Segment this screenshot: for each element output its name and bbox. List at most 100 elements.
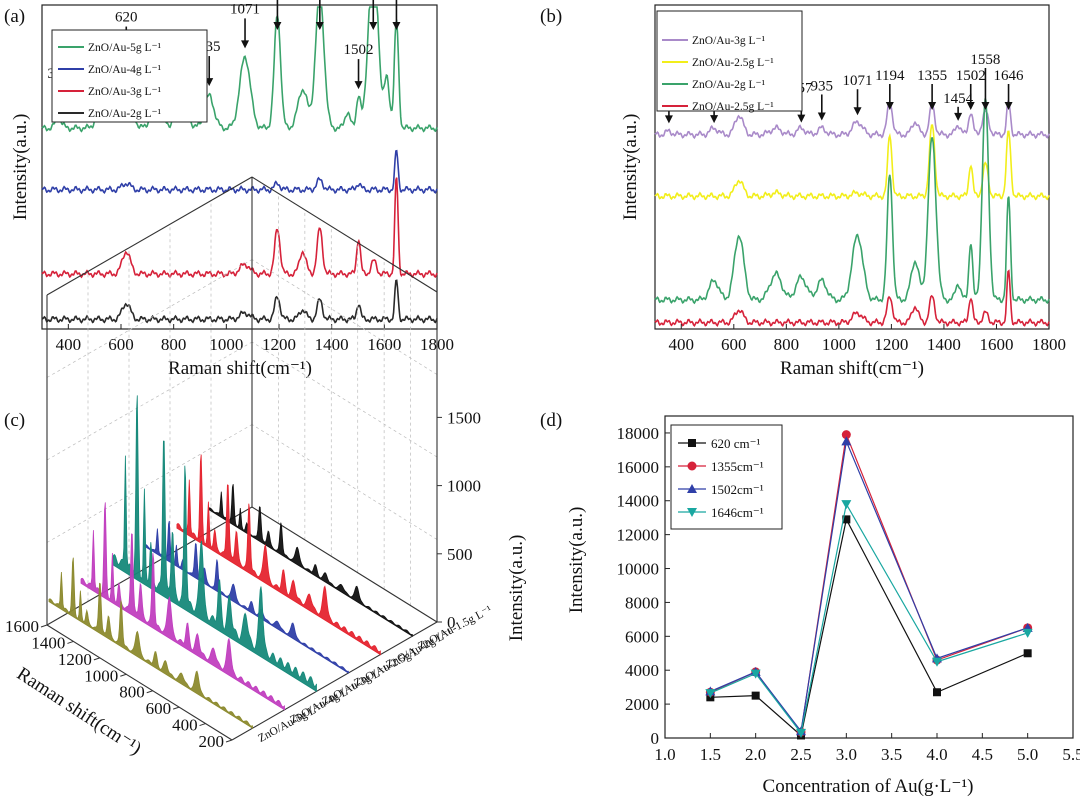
pc-z-tick-label: 0 xyxy=(447,613,456,632)
pb-peak-arrowhead xyxy=(981,102,990,110)
pd-y-tick-label: 6000 xyxy=(625,627,659,646)
panel-b-y-axis-label: Intensity(a.u.) xyxy=(620,114,641,221)
pb-spectrum-line-1 xyxy=(654,124,1050,201)
pc-box-edge xyxy=(251,176,438,293)
pa-x-tick-label: 1400 xyxy=(315,335,349,354)
pa-x-tick-label: 1600 xyxy=(367,335,401,354)
panel-b-x-axis-label: Raman shift(cm⁻¹) xyxy=(780,358,924,379)
pa-peak-label: 620 xyxy=(115,10,138,26)
pa-peak-label: 1071 xyxy=(230,1,260,17)
pc-back-grid xyxy=(251,424,438,540)
pc-box-edge xyxy=(251,506,438,623)
panel-d-x-axis-label: Concentration of Au(g·L⁻¹) xyxy=(763,776,974,797)
pa-peak-arrowhead xyxy=(273,22,282,30)
pc-x-tick-mark xyxy=(172,706,180,710)
pd-x-tick-label: 2.5 xyxy=(790,745,811,764)
pb-peak-label: 1502 xyxy=(956,68,986,84)
pc-x-tick-mark xyxy=(40,624,48,628)
pa-peak-arrowhead xyxy=(369,22,378,30)
pc-z-tick-label: 1000 xyxy=(447,477,481,496)
pd-legend-label: 1646cm⁻¹ xyxy=(711,505,764,520)
pd-y-tick-label: 16000 xyxy=(617,458,660,477)
pd-data-point xyxy=(841,430,851,440)
pa-spectrum-line-2 xyxy=(41,177,438,279)
panel-c-z-axis-label: Intensity(a.u.) xyxy=(506,535,527,642)
pb-peak-arrowhead xyxy=(928,102,937,110)
pa-spectrum-line-1 xyxy=(41,149,438,195)
pd-x-tick-label: 3.5 xyxy=(881,745,902,764)
pb-x-tick-label: 600 xyxy=(721,335,747,354)
pa-peak-arrowhead xyxy=(392,22,401,30)
pa-peak-arrowhead xyxy=(315,22,324,30)
pa-peak-arrowhead xyxy=(354,81,363,90)
pd-y-tick-label: 18000 xyxy=(617,424,660,443)
pd-data-point xyxy=(841,500,852,510)
pb-peak-arrowhead xyxy=(966,102,975,110)
pd-data-point xyxy=(705,689,716,699)
pc-x-tick-mark xyxy=(67,640,74,644)
pd-series-line-0 xyxy=(710,517,1028,737)
pc-x-tick-mark xyxy=(225,739,233,743)
pb-peak-label: 1071 xyxy=(843,73,873,89)
pc-spectrum-ribbon-3 xyxy=(144,520,349,674)
pd-data-point xyxy=(841,436,852,446)
pb-peak-arrowhead xyxy=(954,112,963,121)
pc-x-tick-label: 1400 xyxy=(31,633,65,652)
pd-x-tick-label: 1.0 xyxy=(654,745,675,764)
pd-data-point xyxy=(933,688,941,697)
pb-peak-label: 1454 xyxy=(943,91,974,107)
pd-x-tick-label: 4.0 xyxy=(926,745,947,764)
pd-x-tick-label: 3.0 xyxy=(836,745,857,764)
pb-peak-arrowhead xyxy=(664,115,673,124)
pb-peak-label: 1646 xyxy=(994,68,1025,84)
pb-x-tick-label: 1800 xyxy=(1032,335,1066,354)
pd-y-tick-label: 2000 xyxy=(625,695,659,714)
pb-peak-arrowhead xyxy=(797,114,806,123)
panel-a-x-axis-label: Raman shift(cm⁻¹) xyxy=(168,358,312,379)
pd-legend-marker xyxy=(687,508,697,517)
pd-y-tick-label: 4000 xyxy=(625,661,659,680)
pc-series-label: ZnO/Au-1.5g L⁻¹ xyxy=(416,604,494,653)
pb-peak-label: 935 xyxy=(811,78,834,94)
pd-y-tick-label: 10000 xyxy=(617,560,660,579)
pb-legend-label: ZnO/Au-2.5g L⁻¹ xyxy=(692,101,774,113)
pb-peak-label: 1355 xyxy=(917,68,947,84)
pc-x-tick-mark xyxy=(93,657,101,661)
panel-a-frame xyxy=(41,4,438,330)
pc-spectrum-ribbon-2 xyxy=(112,395,317,693)
pa-x-tick-label: 1000 xyxy=(209,335,243,354)
pb-peak-label: 1194 xyxy=(875,68,905,84)
pa-x-tick-label: 800 xyxy=(161,335,187,354)
panel-label-a: (a) xyxy=(4,6,25,27)
pc-back-grid xyxy=(251,259,438,375)
pc-box-edge xyxy=(231,621,438,741)
pc-z-tick-label: 1500 xyxy=(447,408,481,427)
pb-peak-arrowhead xyxy=(853,107,862,116)
pa-legend-label: ZnO/Au-3g L⁻¹ xyxy=(88,86,162,98)
pa-x-tick-label: 600 xyxy=(108,335,134,354)
pb-spectrum-line-3 xyxy=(654,269,1050,328)
panel-d-chart: 1.0 1.5 2.0 2.5 3.0 3.5 4.0 4.5 5.0 5.5 0 2000 4000 6… xyxy=(566,415,1080,797)
pb-legend-label: ZnO/Au-2.5g L⁻¹ xyxy=(692,57,774,69)
pc-x-tick-label: 800 xyxy=(119,683,145,702)
pd-x-tick-label: 5.0 xyxy=(1017,745,1038,764)
pd-x-tick-label: 4.5 xyxy=(972,745,993,764)
pc-x-tick-mark xyxy=(146,690,153,694)
pb-x-tick-label: 1200 xyxy=(874,335,908,354)
pd-data-point xyxy=(796,728,806,738)
pa-x-tick-label: 400 xyxy=(56,335,82,354)
pb-x-tick-label: 400 xyxy=(669,335,695,354)
pb-peak-arrowhead xyxy=(817,112,826,121)
pd-x-tick-label: 1.5 xyxy=(700,745,721,764)
panel-c-x-axis-label: Raman shift(cm⁻¹) xyxy=(13,663,145,759)
pb-legend-label: ZnO/Au-2g L⁻¹ xyxy=(692,79,766,91)
pd-y-tick-label: 0 xyxy=(651,729,660,748)
pa-legend-label: ZnO/Au-5g L⁻¹ xyxy=(88,42,162,54)
pa-legend-label: ZnO/Au-4g L⁻¹ xyxy=(88,64,162,76)
pd-x-tick-label: 2.0 xyxy=(745,745,766,764)
pc-x-tick-label: 1000 xyxy=(84,666,118,685)
